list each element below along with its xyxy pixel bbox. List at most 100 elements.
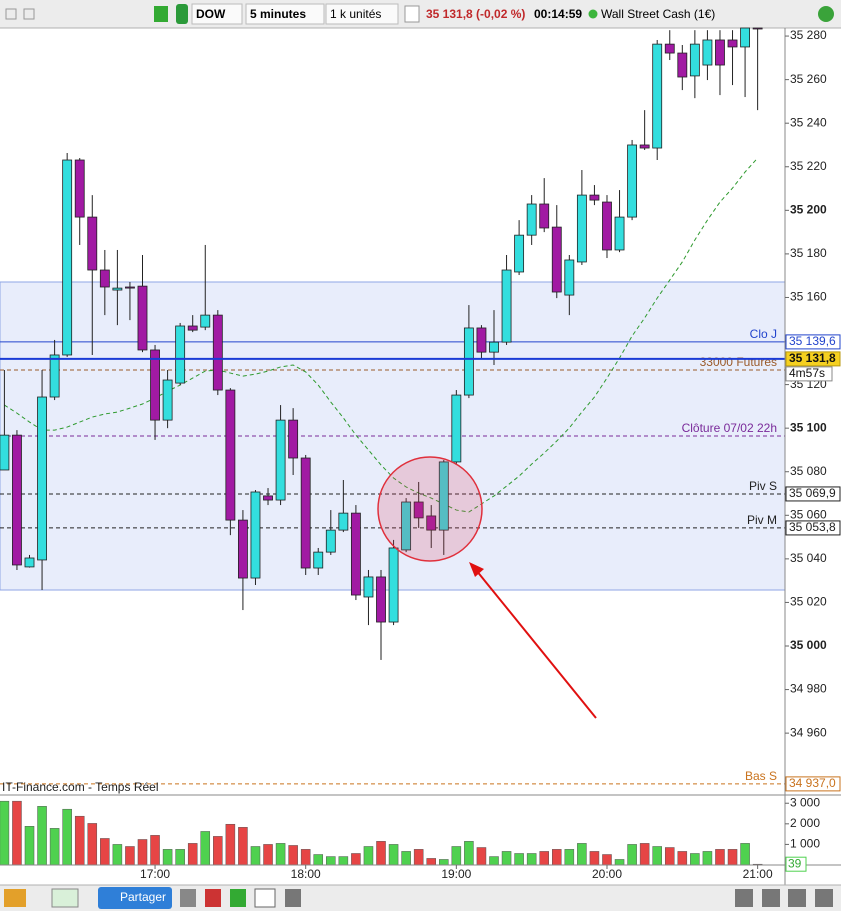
candle-icon[interactable] <box>154 6 168 22</box>
level-label: Clo J <box>750 327 777 341</box>
tool-5[interactable] <box>285 889 301 907</box>
timeframe-select[interactable] <box>245 3 325 25</box>
candle-body <box>325 529 336 553</box>
volume-bar <box>288 845 298 866</box>
symbol-select[interactable] <box>191 3 243 25</box>
instrument: Wall Street Cash (1€) <box>601 7 715 21</box>
last-price-tag <box>785 351 841 367</box>
btn-min[interactable] <box>5 8 17 20</box>
volume-bar <box>639 843 650 866</box>
zoom-in[interactable] <box>762 889 780 907</box>
timeframe: 5 minutes <box>250 7 306 21</box>
volume-bar <box>652 846 662 866</box>
candle-body <box>0 434 10 471</box>
refresh-icon[interactable] <box>818 6 834 22</box>
candle-body <box>125 286 135 289</box>
volume-tick-label: 3 000 <box>790 795 820 809</box>
doc-icon[interactable] <box>404 5 420 23</box>
volume-bar <box>175 849 185 866</box>
share-button[interactable] <box>98 887 172 909</box>
candle-body <box>401 501 412 551</box>
volume-bar <box>401 851 411 866</box>
volume-bar <box>363 846 374 866</box>
y-tick-label: 35 280 <box>790 28 827 42</box>
volume-bar <box>577 843 587 866</box>
volume-bar <box>200 831 211 866</box>
level-tag-label: 34 937,0 <box>789 776 836 790</box>
candle-body <box>727 39 738 48</box>
candle-body <box>12 434 22 566</box>
candle-body <box>150 349 160 421</box>
volume-bar <box>351 853 361 866</box>
y-tick-label: 34 980 <box>790 682 827 696</box>
candle-body <box>49 354 60 398</box>
volume-bar <box>326 856 336 866</box>
volume-bar <box>564 849 575 866</box>
settings-icon[interactable] <box>176 4 188 24</box>
volume-bar <box>551 849 562 866</box>
volume-bar <box>539 851 549 866</box>
volume-bar <box>589 851 600 866</box>
volume-bar <box>24 826 35 866</box>
volume-bar <box>87 823 98 866</box>
volume-bar <box>602 854 612 866</box>
volume-bar <box>677 851 688 866</box>
volume-bar <box>112 844 123 866</box>
candle-body <box>526 203 537 236</box>
fullscreen[interactable] <box>815 889 833 907</box>
candle-body <box>212 314 223 391</box>
level-tag <box>785 486 841 502</box>
candle-body <box>137 285 148 351</box>
level-tag <box>785 776 841 792</box>
volume-bar <box>162 849 173 866</box>
volume-bar <box>263 844 273 866</box>
volume-bar <box>715 849 725 866</box>
countdown: 4m57s <box>789 366 825 380</box>
candle-body <box>187 325 198 331</box>
candle-body <box>476 327 487 353</box>
btn-max[interactable] <box>23 8 35 20</box>
y-tick-label: 35 080 <box>790 464 827 478</box>
tool-2[interactable] <box>205 889 221 907</box>
candle-body <box>250 491 261 579</box>
volume-last-label: 39 <box>788 856 802 870</box>
candle-body <box>740 27 750 48</box>
candle-body <box>564 259 575 296</box>
volume-bar <box>627 844 637 866</box>
zoom-fit[interactable] <box>788 889 806 907</box>
volume-bar <box>526 853 537 866</box>
units-select[interactable] <box>325 3 399 25</box>
volume-bar <box>74 815 85 866</box>
volume-bar <box>740 843 750 866</box>
volume-bar <box>476 847 487 866</box>
volume-bar <box>275 843 286 866</box>
candle-body <box>62 159 73 356</box>
volume-bar <box>137 839 148 866</box>
candle-body <box>451 394 462 463</box>
level-label: Piv M <box>747 513 777 527</box>
zoom-out[interactable] <box>735 889 753 907</box>
tool-3[interactable] <box>230 889 246 907</box>
volume-bar <box>300 849 311 866</box>
candle-body <box>752 27 763 30</box>
volume-bar <box>727 849 738 866</box>
arrow-head <box>469 562 484 577</box>
volume-bar <box>388 844 399 866</box>
indicator-tool[interactable] <box>51 888 79 908</box>
volume-bar <box>464 841 474 866</box>
candle-body <box>539 203 550 229</box>
y-tick-label: 35 060 <box>790 507 827 521</box>
y-tick-label: 35 040 <box>790 551 827 565</box>
candle-body <box>614 216 625 251</box>
draw-tool[interactable] <box>4 889 26 907</box>
candle-body <box>350 512 361 596</box>
x-tick-label: 21:00 <box>743 867 773 881</box>
tool-4[interactable] <box>254 888 276 908</box>
candle-body <box>112 287 123 291</box>
top-toolbar <box>0 0 841 28</box>
tool-1[interactable] <box>180 889 196 907</box>
candle-body <box>313 551 324 569</box>
candle-body <box>702 39 713 66</box>
volume-bar <box>439 859 449 866</box>
candle-body <box>87 216 98 271</box>
